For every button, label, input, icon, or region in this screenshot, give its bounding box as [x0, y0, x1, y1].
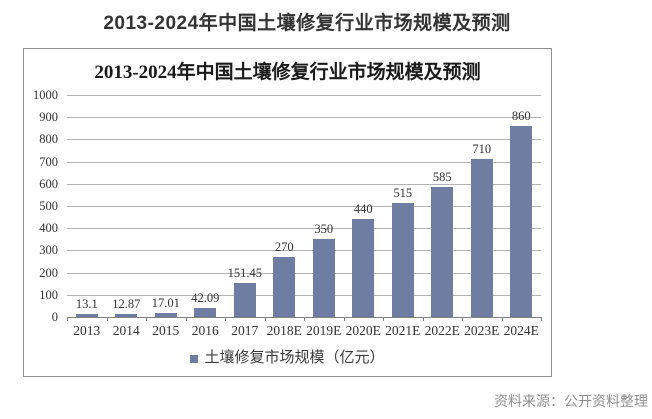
x-axis-tick [541, 317, 542, 321]
bar-value-label: 13.1 [75, 296, 98, 311]
x-axis-tick-label: 2024E [503, 323, 539, 338]
page-title: 2013-2024年中国土壤修复行业市场规模及预测 [103, 13, 511, 34]
x-axis-tick-label: 2015 [152, 323, 180, 338]
bar-value-label: 440 [353, 201, 373, 216]
bar-value-label: 710 [472, 141, 492, 156]
x-axis-tick [185, 317, 187, 321]
y-axis-tick-label: 400 [39, 220, 58, 235]
x-axis-tick-label: 2023E [464, 323, 500, 338]
legend-marker-icon [190, 354, 199, 363]
bar-value-label: 151.45 [227, 265, 262, 280]
legend: 土壤修复市场规模（亿元） [24, 351, 551, 366]
x-axis-tick-label: 2019E [306, 323, 342, 338]
x-axis-tick [264, 317, 266, 321]
source-note: 资料来源：公开资料整理 [494, 393, 648, 409]
x-axis-tick [304, 317, 305, 321]
bar [233, 283, 256, 317]
gridline [67, 228, 541, 230]
x-axis-tick [106, 317, 108, 321]
bar-value-label: 350 [314, 221, 334, 236]
gridline [67, 139, 541, 141]
x-axis-tick-label: 2017 [231, 323, 259, 338]
bar [431, 187, 454, 317]
plot-area: 0 100 200 300 400 500 600 700 800 900 1000 13.1 2013… [33, 89, 542, 337]
bar [273, 257, 296, 317]
x-axis-tick [146, 317, 147, 321]
gridline [67, 161, 541, 163]
x-axis-tick [422, 317, 424, 321]
y-axis-tick-label: 300 [39, 243, 58, 258]
bar [352, 219, 375, 317]
bar [510, 126, 533, 317]
x-axis-tick-label: 2022E [424, 323, 460, 338]
bar [391, 203, 414, 317]
y-axis-tick-label: 700 [39, 154, 58, 169]
x-axis-tick-label: 2021E [385, 323, 421, 338]
bar [115, 314, 138, 317]
y-axis-tick-label: 500 [39, 198, 58, 213]
y-axis-tick-label: 600 [39, 176, 58, 191]
y-axis-tick-label: 200 [39, 265, 58, 280]
x-axis-tick-label: 2014 [112, 323, 140, 338]
bar [75, 314, 98, 317]
y-axis-tick-label: 100 [39, 287, 58, 302]
gridline [67, 250, 541, 252]
x-axis-tick-label: 2013 [73, 323, 101, 338]
y-axis-tick-label: 1000 [33, 87, 58, 102]
x-axis-tick [67, 317, 68, 321]
x-axis-tick-label: 2016 [191, 323, 219, 338]
chart-title: 2013-2024年中国土壤修复行业市场规模及预测 [94, 62, 481, 83]
legend-label: 土壤修复市场规模（亿元） [204, 350, 385, 366]
bar-value-label: 515 [393, 185, 413, 200]
bar-value-label: 42.09 [191, 290, 220, 305]
bar [470, 159, 493, 317]
x-axis-tick [462, 317, 463, 321]
gridline [67, 206, 541, 207]
x-axis-tick [383, 317, 384, 321]
gridline [67, 95, 541, 96]
gridline [67, 183, 541, 185]
gridline [67, 117, 541, 119]
x-axis-tick-label: 2018E [266, 323, 302, 338]
y-axis-tick-label: 900 [39, 109, 58, 124]
x-axis-tick [343, 317, 345, 321]
x-axis-tick-label: 2020E [345, 323, 381, 338]
bar [312, 239, 335, 317]
chart-frame: 2013-2024年中国土壤修复行业市场规模及预测 0 100 200 300 400 5… [23, 48, 552, 377]
y-axis-tick-label: 0 [51, 309, 58, 324]
bar-value-label: 17.01 [151, 295, 180, 310]
bar-value-label: 860 [511, 108, 531, 123]
bar [154, 313, 177, 317]
bar-value-label: 270 [274, 239, 294, 254]
bar-value-label: 12.87 [112, 296, 141, 311]
bar [194, 308, 217, 317]
x-axis-tick [501, 317, 503, 321]
y-axis-tick-label: 800 [39, 132, 58, 147]
gridline [67, 272, 541, 274]
bar-value-label: 585 [432, 169, 452, 184]
x-axis-tick [225, 317, 226, 321]
gridline [67, 294, 541, 296]
